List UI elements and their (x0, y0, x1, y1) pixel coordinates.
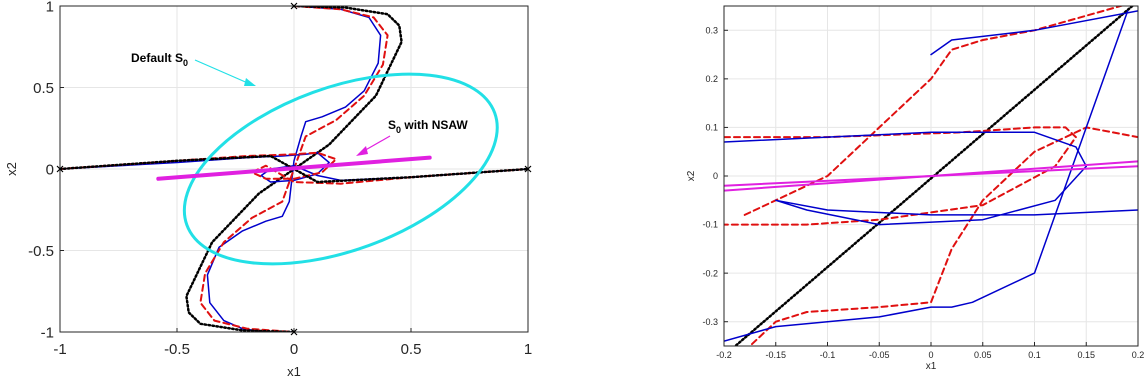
x-tick-label: 0 (290, 341, 298, 358)
y-axis-title: x2 (4, 162, 19, 176)
y-tick-label: 0.3 (705, 25, 718, 35)
endpoint-marker (56, 165, 64, 173)
endpoint-marker (524, 165, 532, 173)
x-tick-label: 0.1 (1028, 350, 1041, 360)
x-tick-label: 1 (524, 341, 532, 358)
x-axis-title: x1 (287, 364, 301, 379)
y-tick-label: 0.2 (705, 74, 718, 84)
endpoint-marker (290, 328, 298, 336)
x-tick-label: -0.2 (716, 350, 732, 360)
x-axis-title: x1 (926, 361, 937, 372)
x-tick-label: 0.5 (401, 341, 422, 358)
endpoint-marker (290, 2, 298, 10)
x-tick-label: -0.5 (164, 341, 190, 358)
series-red-dashed-3 (743, 6, 1125, 216)
y-tick-label: 1 (46, 0, 54, 15)
annotation-default-s0: Default S0 (131, 51, 188, 68)
x-tick-label: 0 (928, 350, 933, 360)
series-blue-solid-4 (724, 131, 1138, 226)
series-black-dotted-0 (733, 6, 1135, 346)
series-blue-solid-0 (206, 6, 382, 332)
x-tick-label: -0.15 (765, 350, 786, 360)
annotation-s0-nsaw: S0 with NSAW (388, 118, 468, 135)
plot-area (724, 6, 1138, 346)
x-tick-label: 0.15 (1077, 350, 1095, 360)
plot-area (60, 6, 528, 332)
arrowhead-icon (356, 146, 368, 156)
y-tick-label: -0.2 (702, 268, 718, 278)
x-tick-label: -0.1 (820, 350, 836, 360)
y-tick-label: -0.3 (702, 317, 718, 327)
series-red-dashed-1 (724, 126, 1077, 226)
series-magenta-thick-7 (156, 155, 432, 181)
y-tick-label: -1 (41, 324, 54, 341)
series-ellipse-default-s0 (182, 72, 499, 266)
series-magenta-8 (724, 160, 1138, 192)
left-chart: -1 -0.5 0 0.5 1 -1 -0.5 0 0.5 1 x1 x2 Default S0 S0 w… (4, 0, 532, 379)
series-blue-solid-6 (930, 10, 1138, 56)
axes-frame (723, 5, 1139, 347)
x-tick-label: -1 (53, 341, 66, 358)
series-red-dashed-2 (748, 126, 1138, 346)
y-tick-label: 0.5 (33, 80, 54, 97)
y-tick-label: 0 (46, 161, 54, 178)
arrowhead-icon (244, 78, 256, 86)
y-axis-title: x2 (686, 170, 697, 181)
y-tick-label: -0.5 (28, 243, 54, 260)
y-tick-label: 0.1 (705, 123, 718, 133)
annotation-arrow-default-s0 (194, 59, 251, 85)
y-tick-label: -0.1 (702, 220, 718, 230)
series-blue-solid-5 (724, 10, 1129, 342)
x-tick-label: 0.05 (974, 350, 992, 360)
x-tick-label: -0.05 (869, 350, 890, 360)
x-tick-label: 0.2 (1132, 350, 1145, 360)
y-tick-label: 0 (713, 171, 718, 181)
